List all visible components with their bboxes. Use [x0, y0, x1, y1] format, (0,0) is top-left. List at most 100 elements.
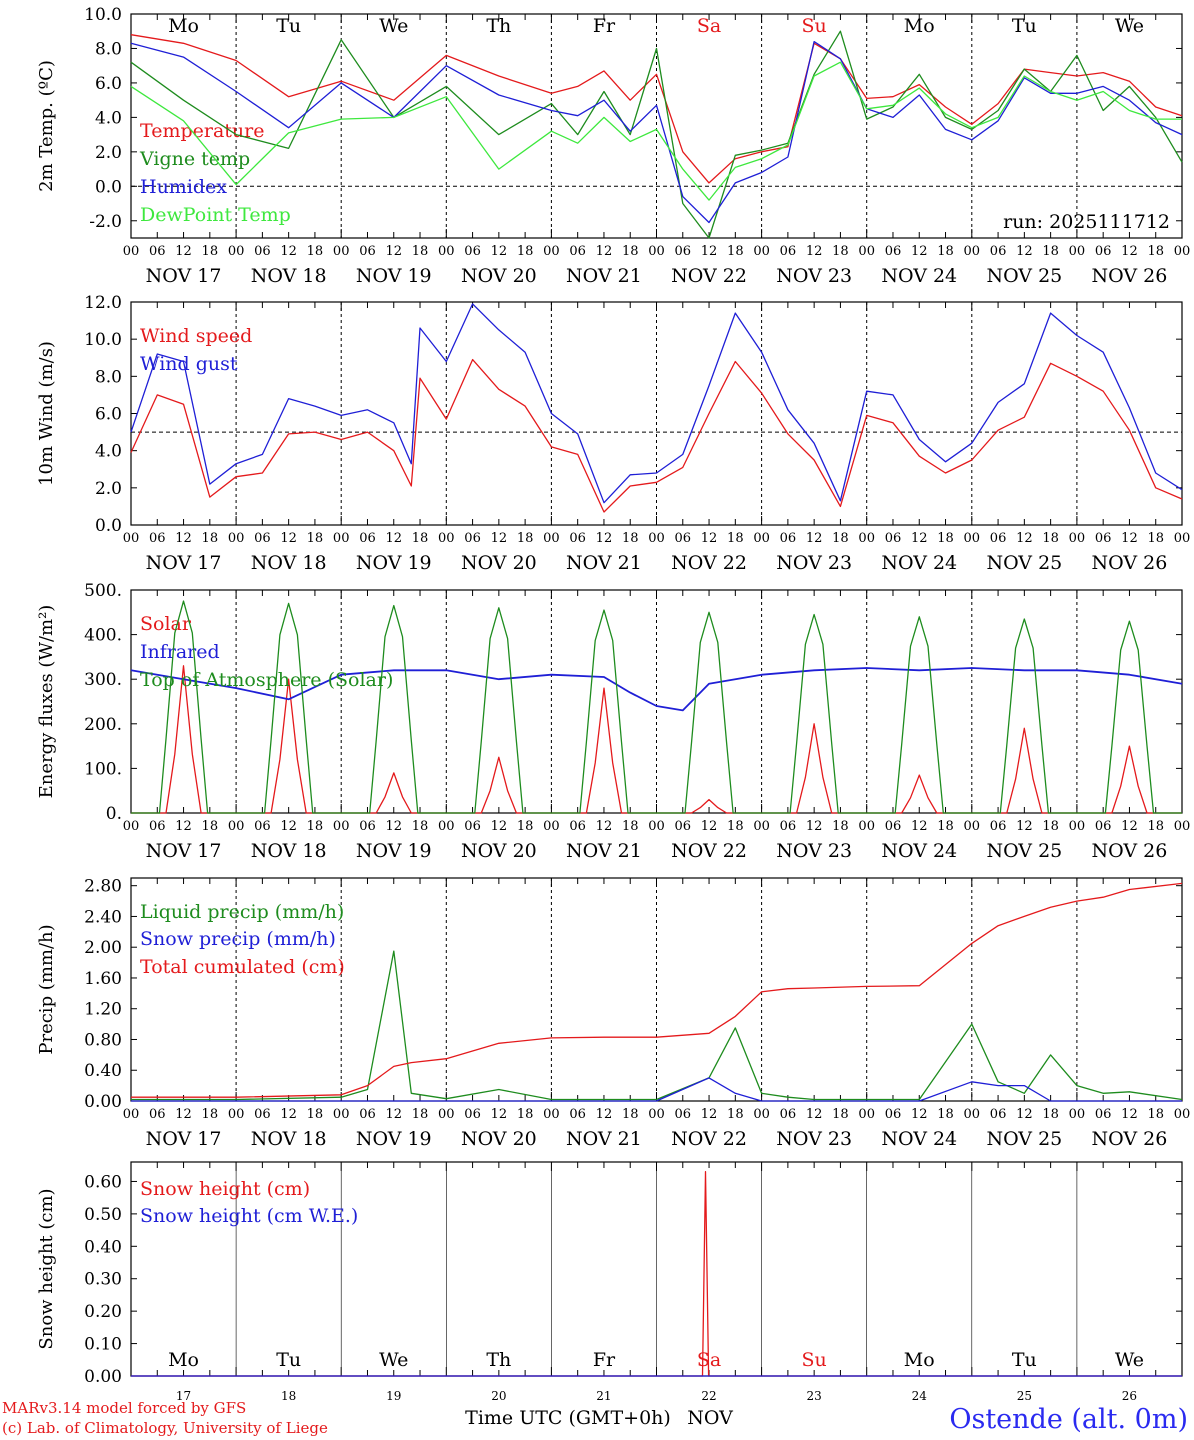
hour-tick-label: 18 [517, 1107, 534, 1122]
hour-tick-label: 00 [1174, 819, 1191, 834]
hour-tick-label: 18 [832, 531, 849, 546]
date-label: NOV 19 [356, 840, 432, 862]
y-tick-label: 8.0 [95, 367, 122, 387]
hour-tick-label: 12 [701, 1107, 718, 1122]
y-tick-label: 2.00 [84, 938, 122, 958]
y-tick-label: 0.0 [95, 516, 122, 536]
hour-tick-label: 06 [990, 244, 1007, 259]
y-tick-label: 1.60 [84, 969, 122, 989]
hour-tick-label: 06 [464, 1107, 481, 1122]
y-axis-label: 2m Temp. (ºC) [36, 60, 57, 192]
hour-tick-label: 12 [1121, 819, 1138, 834]
y-tick-label: 0.50 [84, 1205, 122, 1225]
legend-entry: Top of Atmosphere (Solar) [140, 669, 393, 691]
hour-tick-label: 18 [937, 819, 954, 834]
date-label: NOV 23 [776, 840, 852, 862]
hour-tick-label: 18 [622, 244, 639, 259]
hour-tick-label: 00 [964, 1107, 981, 1122]
hour-tick-label: 18 [412, 244, 429, 259]
day-number-label: 17 [176, 1389, 191, 1403]
x-axis-month: NOV [687, 1407, 733, 1429]
y-tick-label: 200. [84, 715, 122, 735]
date-label: NOV 19 [356, 1128, 432, 1150]
hour-tick-label: 00 [543, 1107, 560, 1122]
hour-tick-label: 00 [1174, 244, 1191, 259]
hour-tick-label: 18 [937, 244, 954, 259]
station-name: Ostende (alt. 0m) [949, 1404, 1188, 1435]
y-tick-label: 2.40 [84, 907, 122, 927]
y-axis-label: Snow height (cm) [36, 1188, 57, 1349]
hour-tick-label: 18 [517, 531, 534, 546]
hour-tick-label: 18 [202, 1107, 219, 1122]
hour-tick-label: 18 [832, 819, 849, 834]
hour-tick-label: 12 [911, 531, 928, 546]
date-label: NOV 22 [671, 840, 747, 862]
date-label: NOV 18 [251, 840, 327, 862]
hour-tick-label: 00 [228, 819, 245, 834]
hour-tick-label: 06 [359, 244, 376, 259]
y-tick-label: 0.40 [84, 1237, 122, 1257]
hour-tick-label: 00 [438, 1107, 455, 1122]
hour-tick-label: 18 [727, 819, 744, 834]
legend-entry: Humidex [140, 176, 227, 198]
y-tick-label: 100. [84, 759, 122, 779]
hour-tick-label: 12 [175, 819, 192, 834]
hour-tick-label: 18 [1147, 1107, 1164, 1122]
weekday-label: Mo [168, 15, 199, 37]
date-label: NOV 20 [461, 840, 537, 862]
hour-tick-label: 00 [543, 531, 560, 546]
y-tick-label: 0.80 [84, 1030, 122, 1050]
series-line-snow-precip-mm-h [131, 1077, 1182, 1102]
hour-tick-label: 06 [464, 244, 481, 259]
hour-tick-label: 18 [622, 819, 639, 834]
hour-tick-label: 06 [569, 531, 586, 546]
hour-tick-label: 12 [491, 244, 508, 259]
hour-tick-label: 12 [385, 531, 402, 546]
hour-tick-label: 06 [675, 819, 692, 834]
hour-tick-label: 06 [464, 531, 481, 546]
hour-tick-label: 00 [228, 244, 245, 259]
hour-tick-label: 00 [543, 819, 560, 834]
hour-tick-label: 00 [753, 1107, 770, 1122]
hour-tick-label: 18 [727, 244, 744, 259]
y-tick-label: 0.40 [84, 1061, 122, 1081]
weekday-label: Tu [276, 1349, 301, 1371]
date-label: NOV 18 [251, 265, 327, 287]
y-tick-label: 6.0 [95, 405, 122, 425]
hour-tick-label: 06 [359, 1107, 376, 1122]
hour-tick-label: 18 [412, 819, 429, 834]
hour-tick-label: 18 [202, 244, 219, 259]
y-tick-label: 0.60 [84, 1172, 122, 1192]
date-label: NOV 24 [881, 840, 957, 862]
day-number-label: 18 [281, 1389, 296, 1403]
hour-tick-label: 00 [964, 819, 981, 834]
y-tick-label: 0.00 [84, 1367, 122, 1387]
hour-tick-label: 12 [491, 1107, 508, 1122]
weekday-label: We [379, 1349, 408, 1371]
legend-entry: Wind gust [140, 353, 238, 375]
weekday-label: Tu [276, 15, 301, 37]
series-line-liquid-precip-mm-h [131, 950, 1183, 1101]
hour-tick-label: 12 [491, 819, 508, 834]
hour-tick-label: 06 [569, 819, 586, 834]
series-line-top-of-atmosphere-solar [131, 600, 1182, 814]
hour-tick-label: 18 [517, 244, 534, 259]
hour-tick-label: 18 [622, 1107, 639, 1122]
date-label: NOV 22 [671, 552, 747, 574]
date-label: NOV 21 [566, 840, 642, 862]
date-label: NOV 24 [881, 552, 957, 574]
hour-tick-label: 06 [675, 531, 692, 546]
hour-tick-label: 06 [569, 1107, 586, 1122]
date-label: NOV 22 [671, 1128, 747, 1150]
hour-tick-label: 06 [149, 1107, 166, 1122]
y-tick-label: 10.0 [84, 330, 122, 350]
series-line-humidex [130, 40, 1183, 224]
hour-tick-label: 12 [280, 244, 297, 259]
hour-tick-label: 00 [964, 244, 981, 259]
weekday-label: We [1115, 15, 1144, 37]
hour-tick-label: 18 [937, 1107, 954, 1122]
weekday-label: Su [802, 1349, 827, 1371]
hour-tick-label: 18 [307, 531, 324, 546]
hour-tick-label: 12 [911, 819, 928, 834]
